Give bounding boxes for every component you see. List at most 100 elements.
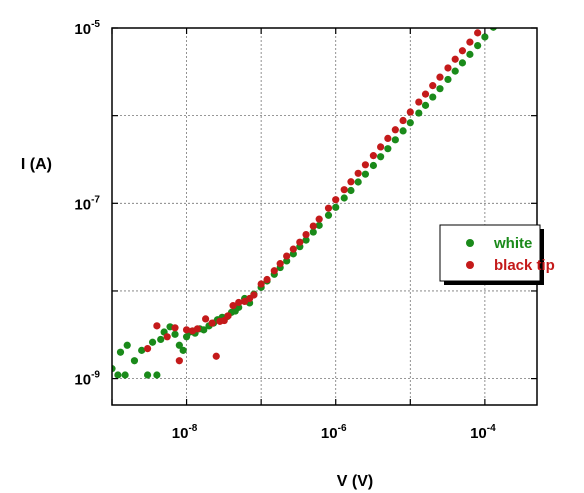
data-points (112, 0, 518, 379)
data-point (399, 127, 407, 135)
data-point (229, 302, 237, 310)
data-point (444, 75, 452, 84)
data-point (289, 245, 297, 253)
data-point (143, 344, 152, 353)
data-point (504, 7, 511, 14)
data-point (391, 126, 399, 134)
data-point (415, 109, 423, 117)
data-point (369, 152, 377, 160)
data-point (421, 90, 430, 98)
data-point (175, 341, 183, 349)
data-point (143, 371, 152, 379)
data-point (116, 348, 125, 356)
data-point (466, 50, 474, 58)
data-point (429, 93, 437, 101)
data-point (315, 215, 323, 223)
data-point (391, 136, 399, 144)
data-point (466, 38, 474, 46)
data-point (138, 346, 146, 354)
data-point (490, 11, 497, 18)
data-point (361, 170, 370, 178)
data-point (504, 0, 511, 2)
data-point (324, 204, 333, 212)
data-point (429, 82, 437, 90)
plot-frame (111, 27, 538, 406)
data-point (235, 303, 243, 311)
data-point (399, 116, 407, 125)
data-point (347, 178, 355, 186)
legend: white black tip (439, 224, 555, 285)
data-point (332, 196, 340, 204)
data-point (224, 312, 232, 320)
data-point (436, 73, 444, 81)
data-point (384, 145, 392, 153)
y-tick-label: 10-5 (74, 19, 100, 38)
data-point (148, 338, 157, 346)
data-point (458, 47, 467, 55)
x-tick-label: 10-8 (172, 423, 198, 442)
data-point (309, 228, 317, 236)
y-tick-label: 10-9 (74, 370, 100, 389)
x-tick-label: 10-6 (321, 423, 347, 442)
legend-marker-black-tip (466, 261, 474, 269)
data-point (415, 98, 423, 106)
axis-ticks (111, 27, 537, 405)
grid (111, 27, 537, 405)
y-tick-label: 10-7 (74, 194, 100, 213)
data-point (451, 55, 459, 63)
data-point (163, 333, 171, 341)
data-point (296, 238, 304, 246)
series-black-tip (143, 0, 511, 365)
data-point (193, 325, 202, 333)
data-point (302, 236, 310, 244)
data-point (369, 161, 377, 170)
data-point (324, 211, 333, 219)
data-point (250, 291, 258, 299)
data-point (474, 41, 482, 50)
y-axis-title: I (A) (21, 156, 52, 173)
data-point (212, 352, 220, 360)
data-point (112, 365, 116, 373)
data-point (123, 341, 131, 349)
data-point (496, 16, 503, 23)
data-point (153, 371, 161, 379)
data-point (458, 59, 467, 67)
data-point (421, 101, 430, 109)
data-point (436, 85, 444, 93)
legend-label-white: white (493, 235, 532, 252)
series-white (112, 0, 518, 379)
data-point (496, 3, 503, 10)
data-point (309, 222, 317, 230)
data-point (235, 298, 243, 307)
data-point (263, 275, 271, 284)
data-point (354, 169, 362, 177)
data-point (171, 324, 179, 332)
data-point (511, 0, 518, 6)
data-point (354, 178, 362, 186)
x-tick-label: 10-4 (470, 423, 496, 442)
data-point (257, 280, 265, 288)
data-point (283, 252, 291, 260)
data-point (340, 186, 348, 194)
data-point (171, 330, 179, 338)
data-point (444, 64, 452, 72)
data-point (332, 203, 340, 211)
legend-box (439, 224, 541, 282)
data-point (182, 326, 191, 334)
data-point (157, 335, 165, 344)
data-point (406, 119, 414, 127)
legend-label-black-tip: black tip (494, 257, 555, 274)
data-point (179, 346, 187, 354)
tick-labels: 10-8 10-6 10-4 10-9 10-7 10-5 (74, 19, 496, 442)
data-point (489, 28, 497, 31)
data-point (208, 319, 216, 327)
legend-marker-white (466, 239, 474, 247)
data-point (451, 67, 459, 75)
data-point (270, 267, 278, 275)
data-point (481, 33, 489, 41)
data-point (347, 186, 355, 195)
data-point (361, 161, 370, 169)
data-point (315, 221, 323, 229)
data-point (130, 357, 139, 365)
